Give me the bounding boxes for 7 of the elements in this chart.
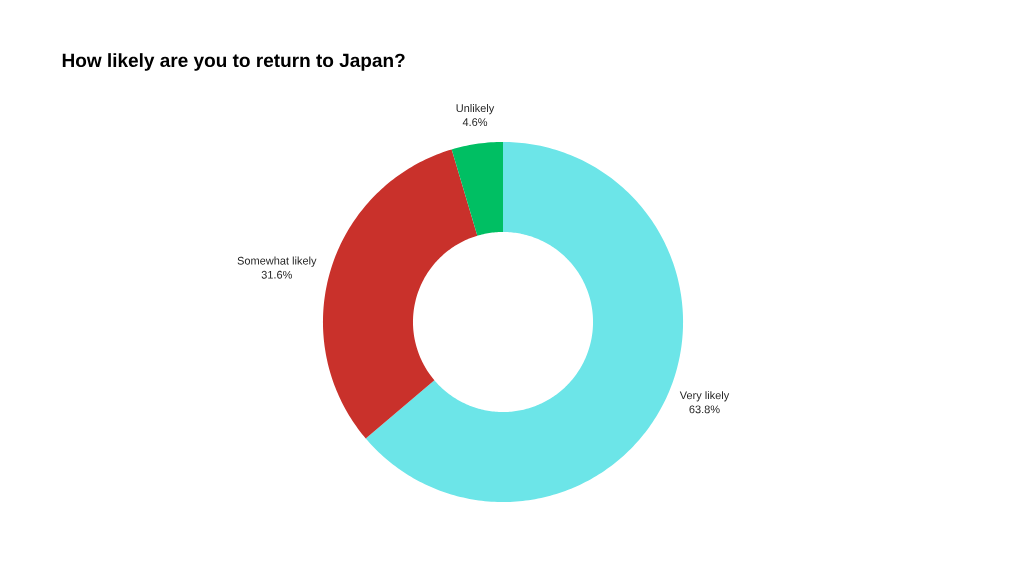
slice-label: Somewhat likely: [237, 256, 317, 267]
slice-label: Very likely: [679, 391, 730, 402]
slice-label: Unlikely: [456, 103, 495, 115]
data-label: 63.8%: [689, 405, 720, 414]
chart-title: How likely are you to return to Japan?: [62, 53, 405, 71]
data-label: 4.6%: [462, 118, 488, 127]
data-label: 31.6%: [261, 270, 292, 279]
